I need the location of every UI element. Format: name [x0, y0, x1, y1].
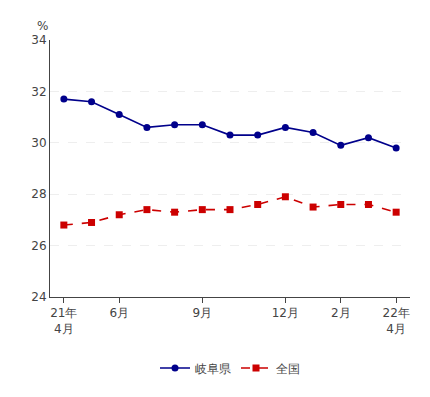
svg-text:6月: 6月: [109, 306, 129, 320]
svg-text:%: %: [37, 19, 48, 33]
svg-text:9月: 9月: [192, 306, 212, 320]
svg-text:28: 28: [31, 187, 46, 201]
svg-text:22年4月: 22年4月: [383, 306, 410, 336]
svg-text:2月: 2月: [331, 306, 351, 320]
svg-text:26: 26: [31, 239, 46, 253]
svg-text:32: 32: [31, 85, 46, 99]
svg-text:34: 34: [31, 33, 46, 47]
svg-text:21年4月: 21年4月: [50, 306, 77, 336]
svg-text:12月: 12月: [272, 306, 299, 320]
svg-text:岐阜県: 岐阜県: [195, 362, 231, 376]
svg-text:全国: 全国: [276, 362, 300, 376]
svg-text:30: 30: [31, 136, 46, 150]
svg-text:24: 24: [31, 290, 46, 304]
